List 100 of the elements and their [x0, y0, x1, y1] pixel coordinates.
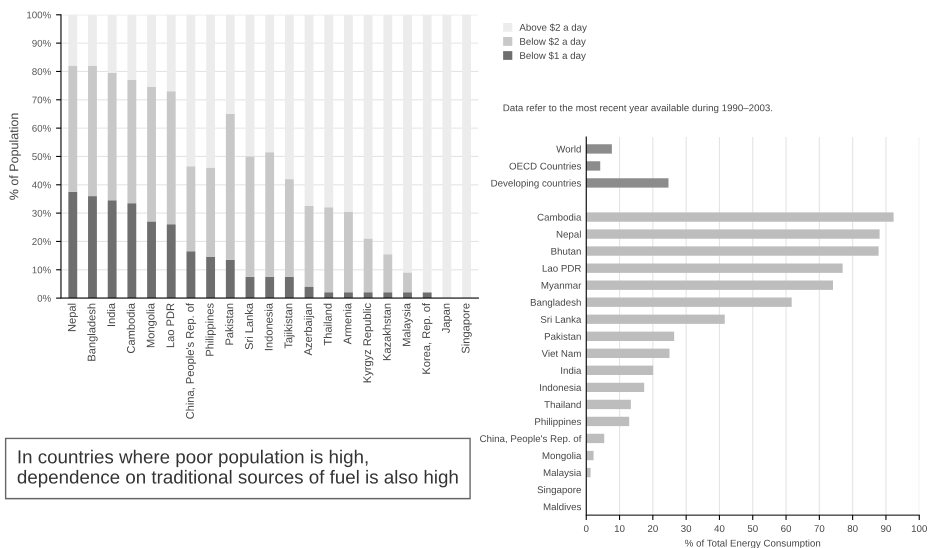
bar	[364, 238, 373, 292]
x-tick-label: 0	[584, 525, 589, 532]
bar	[206, 168, 216, 258]
x-tick-label: Japan	[442, 304, 452, 334]
bar	[403, 272, 412, 292]
bar	[586, 229, 880, 239]
x-tick-label: 60	[781, 525, 792, 532]
bar	[586, 263, 843, 273]
y-tick-label: Philippines	[535, 418, 582, 427]
x-tick-label: Kyrgyz Republic	[362, 303, 374, 382]
bar	[246, 156, 254, 277]
bar	[586, 400, 631, 410]
x-tick-label: Korea, Rep. of	[422, 302, 432, 374]
bar	[586, 348, 670, 358]
bar	[586, 332, 674, 341]
bar	[383, 254, 392, 292]
x-tick-label: Lao PDR	[166, 303, 174, 348]
bar	[304, 286, 314, 298]
x-tick-label: 40	[714, 525, 724, 532]
y-tick-label: 10%	[32, 266, 51, 274]
bar	[186, 166, 196, 252]
x-tick-label: India	[106, 302, 116, 326]
y-tick-label: 0%	[38, 294, 51, 302]
y-tick-label: India	[561, 366, 582, 374]
y-tick-label: Indonesia	[540, 384, 582, 391]
bar	[344, 212, 353, 292]
bar	[147, 222, 156, 298]
y-tick-label: Bhutan	[551, 248, 581, 255]
y-tick-label: World	[556, 145, 581, 153]
x-tick-label: 100	[912, 525, 927, 532]
y-axis-title: % of Population	[9, 113, 21, 200]
x-tick-label: Thailand	[324, 304, 332, 346]
y-tick-label: Maldives	[544, 503, 582, 510]
bar	[586, 298, 792, 307]
y-tick-label: 50%	[32, 153, 51, 160]
y-tick-label: Thailand	[544, 400, 581, 408]
bar	[127, 80, 136, 204]
x-tick-label: 20	[648, 525, 658, 532]
bar	[586, 212, 894, 222]
bar	[186, 251, 196, 298]
y-tick-label: Developing countries	[491, 179, 582, 189]
x-tick-label: 90	[880, 525, 891, 532]
x-tick-label: 70	[814, 525, 824, 532]
bar	[226, 114, 235, 260]
y-tick-label: Mongolia	[542, 452, 582, 462]
bar	[586, 144, 612, 154]
x-tick-label: Bangladesh	[87, 304, 98, 361]
y-tick-label: 80%	[32, 68, 51, 76]
bar	[88, 66, 97, 196]
y-tick-label: Cambodia	[538, 214, 582, 221]
x-tick-label: China, People's Rep. of	[186, 302, 196, 419]
y-tick-label: China, People's Rep. of	[480, 434, 582, 444]
bar	[226, 260, 235, 298]
bar	[68, 192, 78, 298]
bar	[586, 366, 654, 376]
bar	[284, 179, 294, 277]
y-tick-label: Malaysia	[544, 469, 582, 478]
y-tick-label: Singapore	[538, 486, 581, 496]
bar	[68, 66, 78, 192]
bar	[88, 196, 97, 298]
bar	[403, 292, 412, 298]
y-tick-label: Viet Nam	[542, 350, 581, 357]
y-tick-label: 40%	[32, 182, 51, 188]
x-tick-label: 80	[848, 525, 858, 532]
x-tick-label: Nepal	[68, 304, 78, 332]
bar	[344, 292, 353, 298]
y-tick-label: Myanmar	[542, 282, 582, 291]
bar	[586, 416, 630, 426]
y-tick-label: 20%	[32, 238, 51, 246]
bar	[265, 276, 274, 298]
x-tick-label: Kazakhstan	[382, 304, 391, 360]
bar	[166, 91, 176, 224]
x-tick-label: Pakistan	[225, 304, 234, 345]
legend-label: Below $2 a day	[520, 38, 586, 47]
bar	[586, 178, 668, 188]
y-tick-label: Lao PDR	[542, 264, 581, 272]
x-tick-label: 10	[614, 525, 625, 532]
bar	[265, 152, 274, 277]
y-tick-label: 30%	[32, 210, 51, 217]
bar	[586, 280, 833, 290]
bar	[364, 292, 373, 298]
bar	[586, 314, 725, 324]
y-tick-label: 70%	[32, 96, 51, 104]
x-tick-label: Sri Lanka	[244, 302, 253, 350]
x-tick-label: Mongolia	[146, 302, 157, 348]
x-tick-label: Malaysia	[402, 302, 413, 346]
bar	[586, 434, 604, 444]
x-tick-label: Azerbaijan	[304, 304, 314, 356]
legend-label: Below $1 a day	[520, 52, 586, 61]
bar	[586, 382, 644, 392]
text: In countries where poor population is high, dependence on traditional sources of fuel is also high	[18, 450, 458, 488]
x-tick-label: Indonesia	[264, 302, 273, 350]
x-tick-label: Cambodia	[126, 302, 135, 354]
bar	[324, 207, 334, 292]
legend-label: Above $2 a day	[519, 24, 587, 33]
bar	[586, 246, 879, 256]
bar	[166, 224, 176, 298]
bar	[284, 276, 294, 298]
x-tick-label: 50	[748, 525, 758, 532]
bar	[147, 87, 156, 222]
